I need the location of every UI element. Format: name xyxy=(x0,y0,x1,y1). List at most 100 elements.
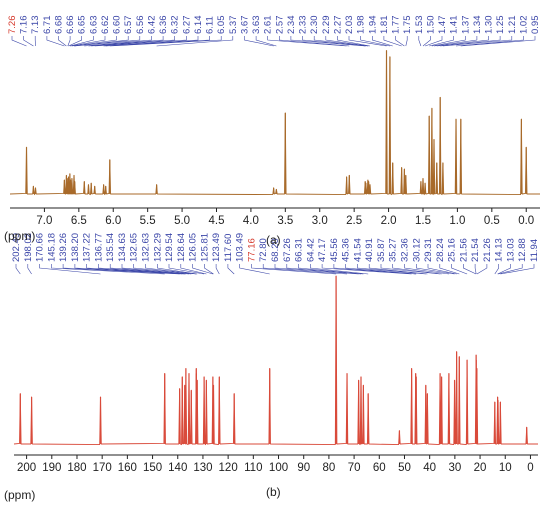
panel-a-peak-connector xyxy=(429,36,454,47)
panel-a-x-tick-label: 4.5 xyxy=(208,215,224,227)
panel-a-x-tick-label: 3.5 xyxy=(277,215,293,227)
panel-a-x-tick-label: 4.0 xyxy=(243,215,259,227)
panel-b-x-tick-label: 80 xyxy=(323,462,336,474)
panel-a-1h-spectrum: 7.0 6.5 6.0 5.5 5.0 4.5 4.0 3.5 3.0 2.5 2.0 1.5 1.0 0… xyxy=(7,15,541,227)
panel-a-peak-connector xyxy=(302,36,366,47)
panel-a-x-tick-label: 7.0 xyxy=(36,215,52,227)
panel-a-x-tick-label: 6.0 xyxy=(105,215,121,227)
panel-b-peak-label: 77.16 xyxy=(246,238,257,262)
panel-a-peak-label: 2.27 xyxy=(332,16,343,35)
panel-a-peak-label: 6.27 xyxy=(181,16,192,35)
panel-b-peak-label: 45.56 xyxy=(329,238,340,262)
panel-b-peak-connector xyxy=(310,264,369,275)
panel-b-x-tick-label: 40 xyxy=(423,462,436,474)
panel-a-peak-label: 1.75 xyxy=(402,16,413,35)
panel-b-peak-connector xyxy=(168,264,205,275)
panel-b-peak-connector xyxy=(416,264,455,275)
panel-a-peak-label: 6.62 xyxy=(100,16,111,35)
panel-b-peak-connector xyxy=(380,264,441,275)
panel-b-peak-connector xyxy=(474,264,477,275)
panel-a-peak-label: 3.67 xyxy=(239,15,250,34)
panel-b-peak-label: 12.88 xyxy=(517,238,528,262)
panel-a-peak-connector xyxy=(105,36,210,47)
panel-a-peak-label: 6.56 xyxy=(135,16,146,35)
panel-b-peak-connector xyxy=(463,264,477,275)
panel-a-peak-label: 1.37 xyxy=(460,16,471,35)
panel-b-peak-label: 11.94 xyxy=(529,239,540,262)
panel-b-unit-label: (ppm) xyxy=(4,488,35,502)
panel-b-peak-connector xyxy=(392,264,442,275)
panel-b-x-tick-label: 70 xyxy=(348,462,361,474)
panel-a-x-tick-label: 1.5 xyxy=(415,215,431,227)
panel-a-peak-connector xyxy=(67,36,71,47)
panel-b-peak-connector xyxy=(497,264,511,275)
panel-b-peak-connector xyxy=(39,264,101,275)
panel-a-peak-connector xyxy=(94,36,187,47)
panel-b-peak-label: 132.29 xyxy=(152,233,163,262)
panel-b-peak-label: 132.65 xyxy=(129,233,140,262)
panel-b-x-tick-label: 30 xyxy=(448,462,461,474)
panel-a-peak-label: 7.26 xyxy=(7,16,18,35)
panel-a-x-tick-label: 5.5 xyxy=(140,215,156,227)
panel-b-peak-connector xyxy=(368,264,428,275)
panel-b-x-tick-label: 150 xyxy=(143,462,162,474)
panel-a-peak-label: 1.47 xyxy=(437,16,448,35)
panel-b-peak-label: 13.03 xyxy=(505,238,516,262)
panel-a-peak-connector xyxy=(156,36,234,47)
panel-a-peak-connector xyxy=(255,36,277,47)
panel-a-peak-label: 1.34 xyxy=(472,16,483,35)
panel-a-peak-label: 1.94 xyxy=(367,16,378,35)
panel-b-x-tick-label: 0 xyxy=(527,462,533,474)
panel-b-peak-label: 64.42 xyxy=(305,238,316,262)
panel-a-peak-connector xyxy=(313,36,368,47)
panel-b-peak-connector xyxy=(27,264,32,275)
panel-a-peak-connector xyxy=(58,36,67,47)
panel-b-peak-connector xyxy=(427,264,457,275)
panel-a-peak-label: 6.36 xyxy=(158,16,169,35)
panel-b-peak-connector xyxy=(215,264,220,275)
panel-a-peak-label: 1.77 xyxy=(391,16,402,35)
panel-b-peak-label: 66.31 xyxy=(294,238,305,262)
panel-a-peak-label: 1.98 xyxy=(356,16,367,35)
panel-b-peak-connector xyxy=(204,264,214,275)
panel-b-peak-label: 45.36 xyxy=(341,238,352,262)
panel-b-peak-connector xyxy=(109,264,190,275)
panel-b-peak-label: 68.20 xyxy=(270,238,281,262)
panel-a-peak-connector xyxy=(73,36,129,47)
panel-b-peak-connector xyxy=(357,264,426,275)
panel-b-peak-connector xyxy=(345,264,417,275)
panel-a-peak-label: 1.25 xyxy=(495,16,506,34)
panel-b-peak-label: 41.54 xyxy=(352,238,363,262)
panel-a-peak-connector xyxy=(395,36,405,47)
panel-a-peak-label: 2.33 xyxy=(298,16,309,35)
panel-a-peak-connector xyxy=(383,36,402,47)
panel-b-x-tick-label: 50 xyxy=(398,462,411,474)
panel-a-peak-connector xyxy=(109,36,222,47)
panel-a-peak-connector xyxy=(244,36,274,47)
panel-b-peak-connector xyxy=(227,264,235,275)
panel-b-peak-label: 67.26 xyxy=(282,238,293,262)
panel-a-peak-label: 6.32 xyxy=(170,16,181,35)
panel-b-peak-connector xyxy=(62,264,180,275)
panel-b-peak-label: 72.80 xyxy=(258,238,269,262)
panel-a-peak-label: 2.30 xyxy=(309,16,320,35)
panel-a-x-tick-label: 1.0 xyxy=(449,215,465,227)
panel-a-peak-connector xyxy=(68,36,82,47)
panel-a-peak-label: 2.57 xyxy=(274,16,285,35)
panel-a-peak-connector xyxy=(325,36,369,47)
panel-a-x-tick-label: 0.5 xyxy=(484,215,500,227)
panel-b-peak-connector xyxy=(86,264,185,275)
panel-b-peak-label: 35.27 xyxy=(388,238,399,262)
panel-a-x-tick-label: 5.0 xyxy=(174,215,190,227)
panel-b-peak-label: 136.77 xyxy=(93,233,104,262)
panel-a-peak-label: 1.53 xyxy=(414,16,425,35)
panel-b-peak-label: 32.36 xyxy=(400,238,411,262)
panel-b-x-tick-label: 90 xyxy=(297,462,310,474)
panel-a-peak-connector xyxy=(103,36,199,47)
panel-b-x-tick-label: 10 xyxy=(499,462,512,474)
panel-a-peak-connector xyxy=(74,36,141,47)
panel-b-peak-label: 139.26 xyxy=(58,233,69,262)
panel-b-peak-connector xyxy=(286,264,362,275)
panel-a-peak-connector xyxy=(267,36,347,47)
